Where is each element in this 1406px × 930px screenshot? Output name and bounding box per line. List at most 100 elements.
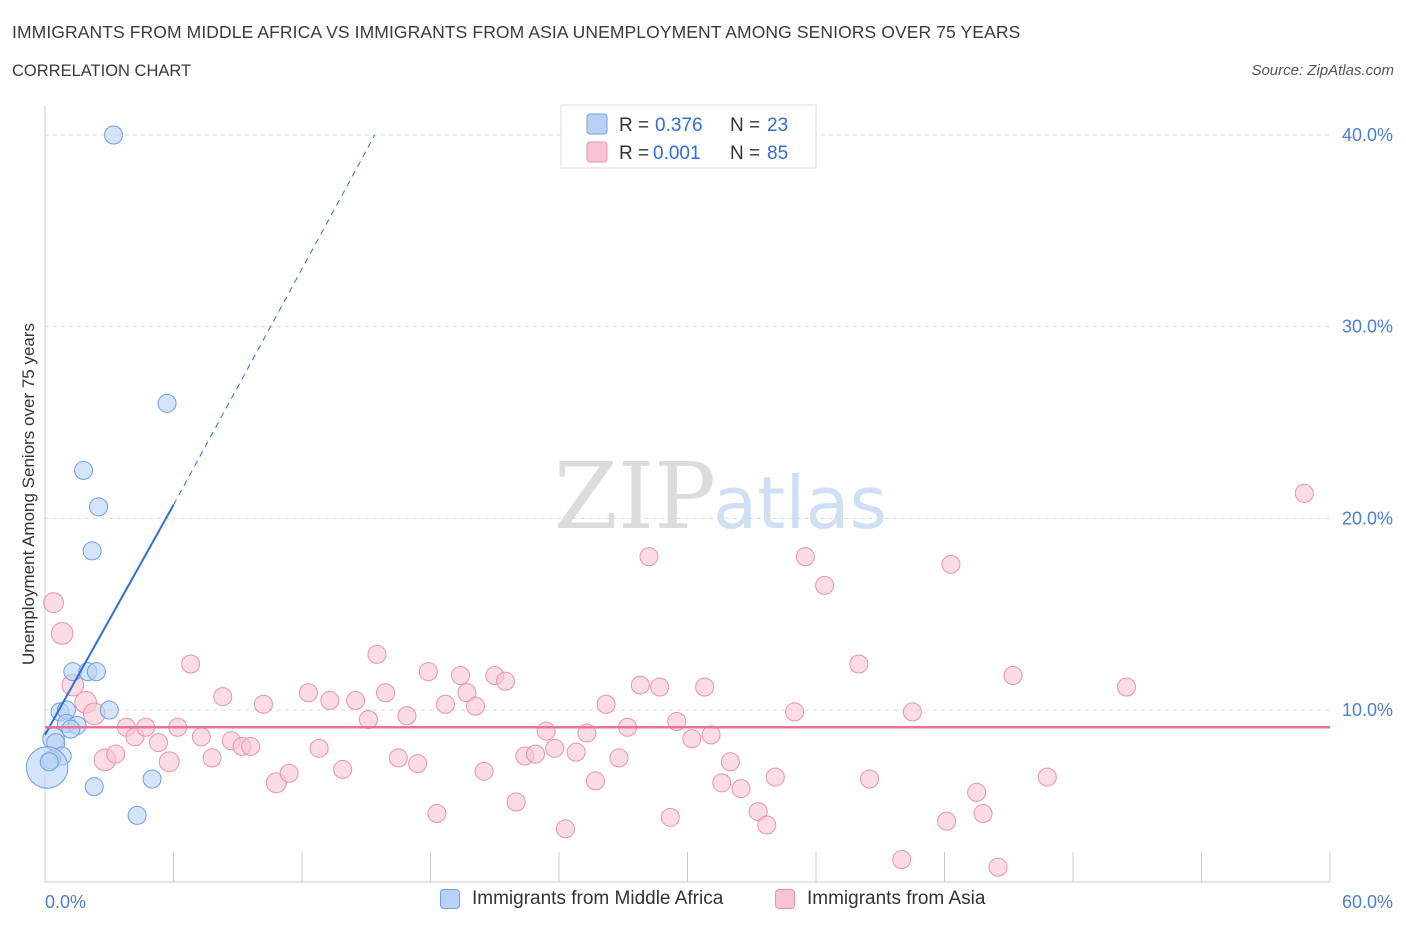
asia-point: [158, 751, 180, 773]
asia-point: [181, 654, 201, 674]
x-tick-label: 60.0%: [1342, 892, 1393, 912]
asia-point: [815, 575, 835, 595]
middle-africa-points: [25, 125, 177, 825]
middle-africa-point: [99, 700, 119, 720]
y-tick-label: 30.0%: [1342, 317, 1393, 337]
y-tick-label: 20.0%: [1342, 508, 1393, 528]
asia-point: [506, 792, 526, 812]
asia-point: [1117, 677, 1137, 697]
legend-n-label: N =: [730, 115, 760, 136]
asia-point: [555, 819, 575, 839]
middle-africa-point: [82, 541, 102, 561]
asia-point: [1037, 767, 1057, 787]
watermark-zip: ZIP: [554, 443, 716, 550]
asia-point: [545, 738, 565, 758]
asia-point: [213, 687, 233, 707]
legend-n-value: 23: [767, 115, 788, 136]
asia-point: [892, 850, 912, 869]
legend-swatch-asia: [775, 889, 795, 909]
asia-point: [660, 807, 680, 827]
middle-africa-trend-line: [44, 504, 175, 736]
middle-africa-point: [61, 719, 81, 739]
asia-point: [241, 736, 261, 756]
legend-label-middle-africa: Immigrants from Middle Africa: [472, 888, 724, 909]
asia-point: [191, 727, 211, 747]
middle-africa-point: [84, 777, 104, 797]
asia-point: [450, 666, 470, 685]
middle-africa-point: [86, 662, 106, 682]
asia-point: [973, 804, 993, 823]
asia-point: [298, 683, 318, 703]
middle-africa-point: [39, 752, 59, 772]
asia-point: [397, 706, 417, 726]
asia-point: [50, 622, 74, 645]
y-axis-label: Unemployment Among Seniors over 75 years: [19, 323, 38, 665]
source-label: Source: ZipAtlas.com: [1251, 62, 1394, 79]
asia-point: [358, 710, 378, 730]
asia-point: [465, 696, 485, 716]
middle-africa-trend-extension: [173, 134, 376, 506]
legend-swatch-middle-africa: [440, 889, 460, 909]
watermark: ZIP atlas: [554, 443, 887, 550]
asia-point: [701, 725, 721, 745]
y-tick-label: 40.0%: [1342, 125, 1393, 145]
middle-africa-point: [104, 125, 124, 145]
asia-point: [795, 547, 815, 567]
asia-point: [639, 547, 659, 567]
asia-point: [408, 754, 428, 774]
legend-item-asia: Immigrants from Asia: [775, 888, 985, 910]
asia-point: [720, 752, 740, 772]
asia-point: [474, 761, 494, 781]
x-tick-label: 0.0%: [45, 892, 86, 912]
middle-africa-point: [127, 805, 147, 825]
asia-point: [1294, 483, 1314, 503]
asia-point: [1003, 666, 1023, 685]
asia-point: [630, 675, 650, 695]
asia-point: [757, 815, 777, 835]
asia-point: [967, 782, 987, 802]
asia-point: [309, 738, 329, 758]
legend-label-asia: Immigrants from Asia: [807, 888, 986, 909]
asia-point: [106, 744, 126, 764]
asia-point: [279, 763, 299, 783]
asia-point: [149, 733, 169, 753]
asia-point: [525, 744, 545, 764]
asia-point: [695, 677, 715, 697]
asia-point: [937, 811, 957, 831]
asia-point: [320, 690, 340, 710]
correlation-legend: R = 0.376 N = 23 R = 0.001 N = 85: [560, 104, 817, 169]
asia-point: [785, 702, 805, 722]
asia-point: [495, 671, 515, 691]
asia-point: [609, 748, 629, 768]
asia-point: [596, 694, 616, 714]
asia-point: [682, 729, 702, 749]
legend-r-label: R =: [619, 143, 649, 164]
grid-lines: [45, 134, 1330, 711]
chart-title: IMMIGRANTS FROM MIDDLE AFRICA VS IMMIGRA…: [12, 22, 1021, 42]
asia-point: [427, 804, 447, 823]
watermark-atlas: atlas: [713, 461, 887, 545]
asia-point: [650, 677, 670, 697]
asia-point: [202, 748, 222, 768]
asia-point: [988, 857, 1008, 877]
asia-point: [367, 644, 387, 664]
asia-point: [941, 554, 961, 574]
asia-point: [333, 759, 353, 779]
legend-item-middle-africa: Immigrants from Middle Africa: [440, 888, 723, 910]
middle-africa-point: [157, 393, 177, 413]
asia-points: [43, 483, 1314, 877]
asia-point: [43, 592, 64, 614]
legend-r-value: 0.376: [655, 115, 703, 136]
legend-r-label: R =: [619, 115, 649, 136]
chart-subtitle: CORRELATION CHART: [12, 62, 192, 80]
legend-n-value: 85: [767, 143, 788, 164]
legend-n-label: N =: [730, 143, 760, 164]
x-tick-labels: 0.0% 60.0%: [45, 892, 1393, 912]
asia-point: [388, 748, 408, 768]
asia-point: [849, 654, 869, 674]
asia-point: [765, 767, 785, 787]
asia-point: [902, 702, 922, 722]
asia-point: [712, 773, 732, 793]
y-tick-label: 10.0%: [1342, 700, 1393, 720]
